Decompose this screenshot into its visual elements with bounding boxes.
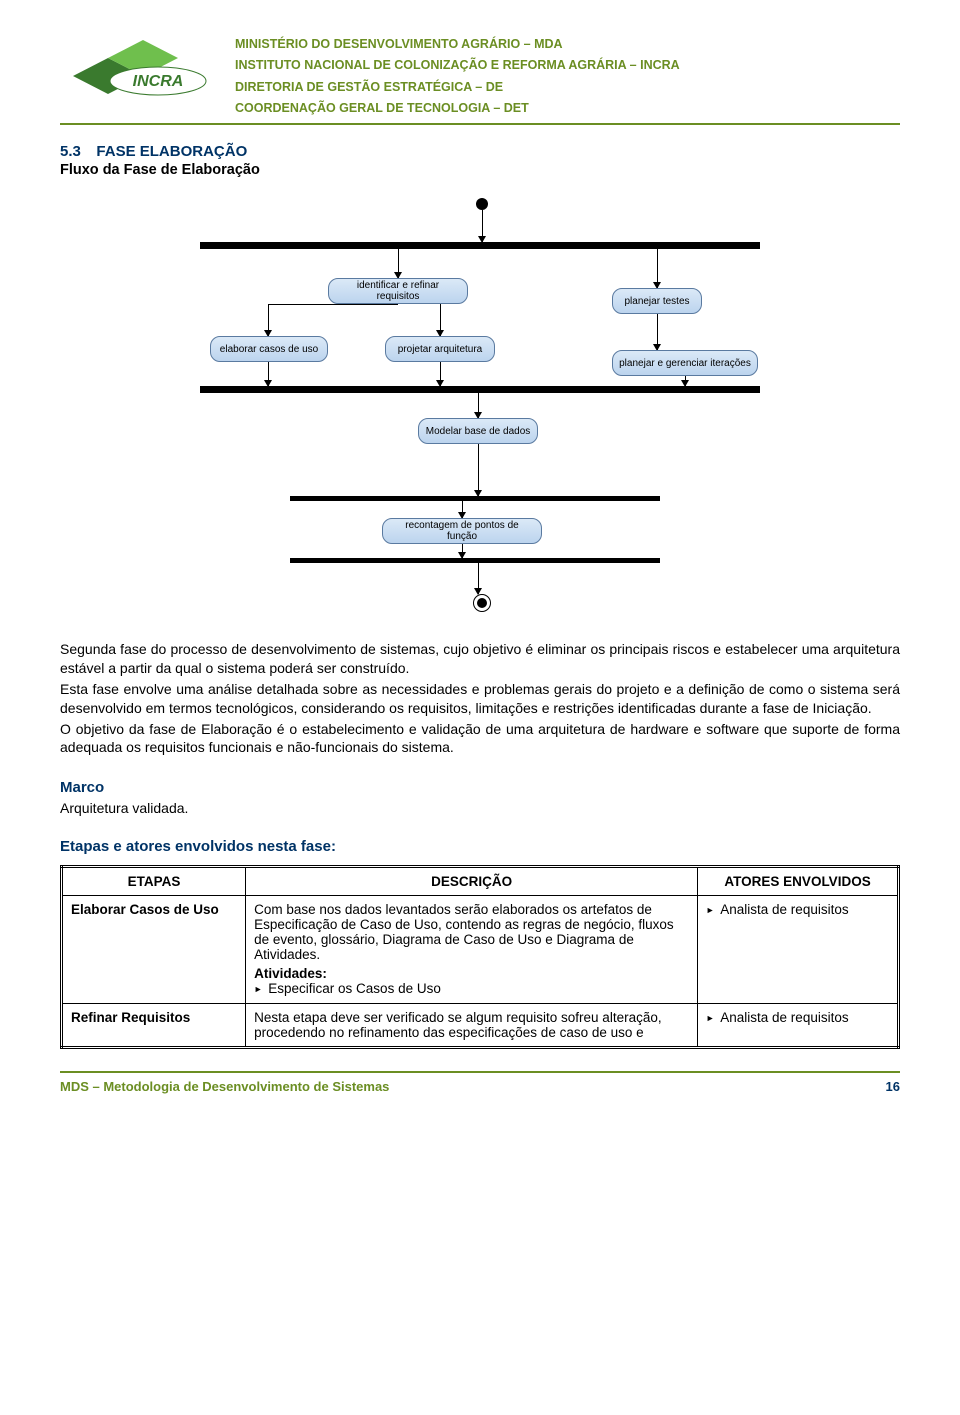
- footer-page-number: 16: [886, 1079, 900, 1094]
- sync-bar: [290, 558, 660, 563]
- col-etapas: ETAPAS: [62, 867, 246, 896]
- activity-recount: recontagem de pontos de função: [382, 518, 542, 544]
- section-subtitle: Fluxo da Fase de Elaboração: [60, 162, 900, 178]
- cell-etapa: Elaborar Casos de Uso: [62, 896, 246, 1004]
- sync-bar: [200, 386, 760, 393]
- col-descricao: DESCRIÇÃO: [246, 867, 698, 896]
- marco-text: Arquitetura validada.: [60, 800, 900, 816]
- arrowhead-icon: [264, 380, 272, 387]
- descricao-text: Com base nos dados levantados serão elab…: [254, 902, 689, 962]
- activity-model: Modelar base de dados: [418, 418, 538, 444]
- paragraph-1: Segunda fase do processo de desenvolvime…: [60, 640, 900, 678]
- page-footer: MDS – Metodologia de Desenvolvimento de …: [60, 1071, 900, 1094]
- section-number: 5.3: [60, 143, 81, 160]
- cell-atores: ▸ Analista de requisitos: [698, 896, 899, 1004]
- atividades-label: Atividades:: [254, 966, 689, 981]
- arrowhead-icon: [681, 380, 689, 387]
- table-row: Elaborar Casos de UsoCom base nos dados …: [62, 896, 899, 1004]
- arrowhead-icon: [478, 236, 486, 243]
- arrowhead-icon: [474, 490, 482, 497]
- etapas-table: ETAPAS DESCRIÇÃO ATORES ENVOLVIDOS Elabo…: [60, 865, 900, 1049]
- header-rule: [60, 123, 900, 125]
- page-header: INCRA MINISTÉRIO DO DESENVOLVIMENTO AGRÁ…: [60, 30, 900, 119]
- atividade-item: ▸ Especificar os Casos de Uso: [254, 981, 689, 997]
- section-heading: 5.3 FASE ELABORAÇÃO: [60, 143, 900, 160]
- header-line-2: INSTITUTO NACIONAL DE COLONIZAÇÃO E REFO…: [235, 55, 900, 76]
- descricao-text: Nesta etapa deve ser verificado se algum…: [254, 1010, 689, 1040]
- cell-etapa: Refinar Requisitos: [62, 1004, 246, 1048]
- ator-item: ▸ Analista de requisitos: [706, 902, 889, 918]
- header-line-4: COORDENAÇÃO GERAL DE TECNOLOGIA – DET: [235, 98, 900, 119]
- logo: INCRA: [60, 30, 215, 106]
- cell-atores: ▸ Analista de requisitos: [698, 1004, 899, 1048]
- marco-heading: Marco: [60, 779, 900, 796]
- cell-descricao: Nesta etapa deve ser verificado se algum…: [246, 1004, 698, 1048]
- activity-usecase: elaborar casos de uso: [210, 336, 328, 362]
- activity-diagram: identificar e refinar requisitos elaborar…: [60, 196, 900, 616]
- activity-identify: identificar e refinar requisitos: [328, 278, 468, 304]
- connector: [268, 304, 398, 305]
- start-node: [476, 198, 488, 210]
- section-title: FASE ELABORAÇÃO: [96, 143, 247, 160]
- activity-arch: projetar arquitetura: [385, 336, 495, 362]
- ator-item: ▸ Analista de requisitos: [706, 1010, 889, 1026]
- bullet-icon: ▸: [254, 981, 262, 997]
- table-header-row: ETAPAS DESCRIÇÃO ATORES ENVOLVIDOS: [62, 867, 899, 896]
- connector: [478, 444, 479, 496]
- atividade-text: Especificar os Casos de Uso: [268, 981, 441, 996]
- col-atores: ATORES ENVOLVIDOS: [698, 867, 899, 896]
- activity-iter: planejar e gerenciar iterações: [612, 350, 758, 376]
- activity-tests: planejar testes: [612, 288, 702, 314]
- header-lines: MINISTÉRIO DO DESENVOLVIMENTO AGRÁRIO – …: [235, 30, 900, 119]
- footer-doc-title: MDS – Metodologia de Desenvolvimento de …: [60, 1079, 389, 1094]
- sync-bar: [200, 242, 760, 249]
- svg-text:INCRA: INCRA: [132, 73, 183, 90]
- table-row: Refinar Requisitos Nesta etapa deve ser v…: [62, 1004, 899, 1048]
- body-text: Segunda fase do processo de desenvolvime…: [60, 640, 900, 757]
- paragraph-3: O objetivo da fase de Elaboração é o est…: [60, 720, 900, 758]
- ator-text: Analista de requisitos: [720, 1010, 848, 1025]
- arrowhead-icon: [458, 552, 466, 559]
- bullet-icon: ▸: [706, 902, 714, 918]
- bullet-icon: ▸: [706, 1010, 714, 1026]
- header-line-1: MINISTÉRIO DO DESENVOLVIMENTO AGRÁRIO – …: [235, 34, 900, 55]
- ator-text: Analista de requisitos: [720, 902, 848, 917]
- arrowhead-icon: [436, 380, 444, 387]
- header-line-3: DIRETORIA DE GESTÃO ESTRATÉGICA – DE: [235, 77, 900, 98]
- etapas-heading: Etapas e atores envolvidos nesta fase:: [60, 838, 900, 855]
- paragraph-2: Esta fase envolve uma análise detalhada …: [60, 680, 900, 718]
- arrowhead-icon: [474, 588, 482, 595]
- cell-descricao: Com base nos dados levantados serão elab…: [246, 896, 698, 1004]
- end-node: [473, 594, 491, 612]
